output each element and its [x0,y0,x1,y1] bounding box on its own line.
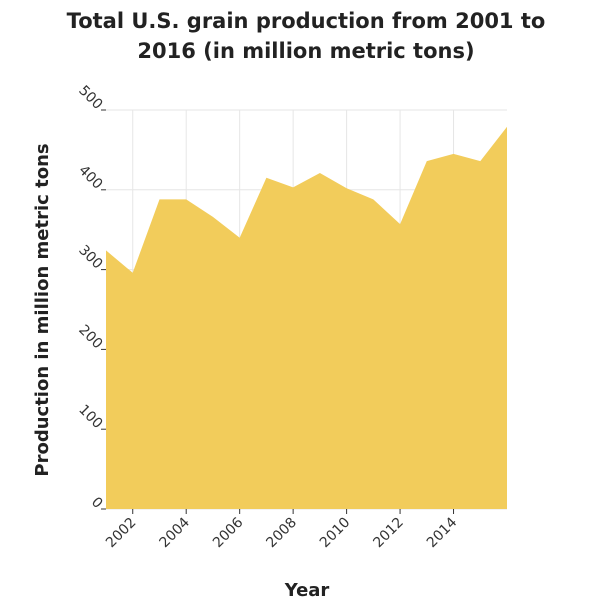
y-tick-label: 300 [75,242,105,272]
x-tick-label: 2002 [103,515,140,552]
chart-title-line-1: Total U.S. grain production from 2001 to [66,9,546,33]
y-tick-label: 500 [75,83,105,113]
y-axis-label: Production in million metric tons [32,143,53,476]
x-axis-label: Year [284,580,330,601]
x-tick-label: 2006 [210,514,247,551]
production-area [106,126,507,510]
y-tick-label: 400 [75,162,105,192]
chart-title: Total U.S. grain production from 2001 to… [0,6,612,66]
y-tick-label: 100 [75,402,105,432]
x-axis-ticks: 2002 2004 2006 2008 2010 2012 2014 [103,509,460,551]
chart-title-line-2: 2016 (in million metric tons) [137,39,475,63]
y-tick-label: 200 [75,322,105,352]
x-tick-label: 2004 [157,514,194,551]
x-tick-label: 2014 [424,514,461,551]
x-tick-label: 2010 [317,515,354,552]
x-tick-label: 2012 [370,515,407,552]
x-tick-label: 2008 [263,515,300,552]
